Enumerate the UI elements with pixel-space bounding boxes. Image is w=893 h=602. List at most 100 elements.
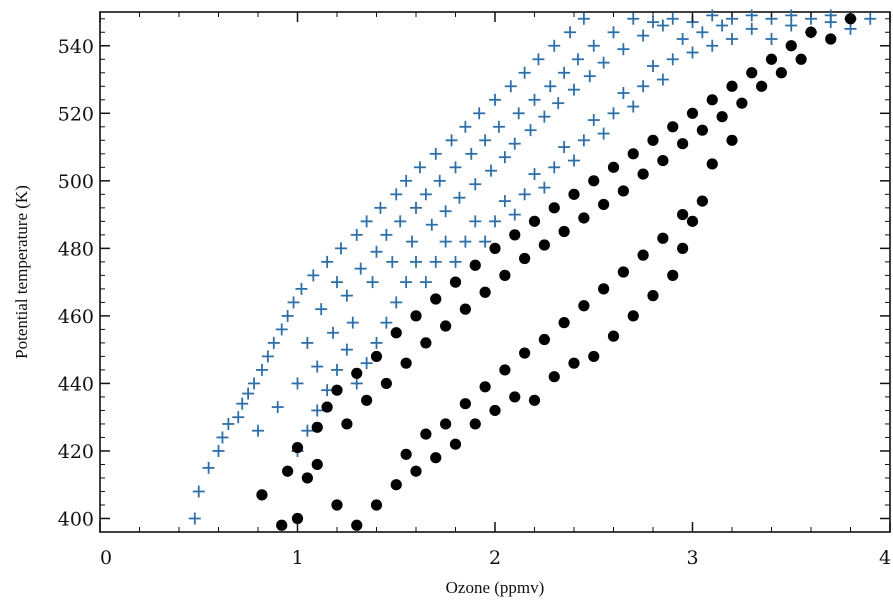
circle-marker: [459, 398, 471, 410]
plus-marker: [548, 161, 561, 174]
circle-marker: [736, 97, 748, 109]
circle-marker: [351, 367, 363, 379]
plus-marker: [429, 255, 442, 268]
circle-marker: [430, 452, 442, 464]
plus-marker: [518, 188, 531, 201]
y-tick-label: 420: [58, 441, 94, 463]
plus-marker: [676, 33, 689, 46]
circle-marker: [410, 465, 422, 477]
circle-marker: [420, 337, 432, 349]
plus-marker: [400, 276, 413, 289]
plus-marker: [334, 242, 347, 255]
circle-marker: [440, 320, 452, 332]
circle-marker: [489, 242, 501, 254]
circle-marker: [440, 418, 452, 430]
plus-marker: [400, 174, 413, 187]
plus-marker: [212, 444, 225, 457]
plus-marker: [350, 377, 363, 390]
circle-marker: [637, 249, 649, 261]
circle-marker: [657, 232, 669, 244]
plus-marker: [824, 16, 837, 29]
plus-marker: [479, 134, 492, 147]
plus-marker: [617, 43, 630, 56]
plus-marker: [267, 336, 280, 349]
circle-marker: [686, 107, 699, 119]
plus-marker: [459, 120, 472, 133]
circle-marker: [657, 154, 669, 167]
plus-marker: [360, 215, 373, 228]
circle-marker: [459, 303, 471, 315]
plus-marker: [785, 9, 798, 22]
circle-marker: [548, 371, 560, 383]
plus-marker: [508, 208, 521, 221]
y-tick-label: 540: [58, 36, 94, 58]
plus-marker: [465, 147, 478, 160]
plus-marker: [449, 255, 462, 268]
circle-marker: [677, 138, 689, 150]
plus-marker: [864, 12, 877, 25]
circle-marker: [617, 185, 629, 197]
circle-marker: [706, 94, 718, 106]
plus-marker: [498, 151, 511, 164]
plus-marker: [558, 66, 571, 79]
plus-marker: [785, 19, 798, 32]
plus-marker: [380, 228, 393, 241]
plus-marker: [281, 309, 294, 322]
circle-marker: [499, 364, 511, 376]
plus-marker: [627, 12, 640, 25]
circle-marker: [568, 188, 580, 200]
plus-marker: [656, 19, 669, 32]
circle-marker: [677, 208, 689, 221]
plus-marker: [311, 360, 324, 373]
circle-marker: [746, 67, 758, 79]
plus-marker: [532, 53, 545, 66]
plus-marker: [360, 357, 373, 370]
circle-marker: [479, 286, 491, 298]
circle-marker: [558, 317, 570, 329]
plus-marker: [429, 147, 442, 160]
plus-marker: [538, 110, 551, 123]
plus-marker: [390, 296, 403, 309]
plus-marker: [386, 255, 399, 268]
circle-marker: [568, 357, 580, 369]
plus-marker: [410, 255, 422, 268]
circle-marker: [380, 377, 392, 390]
plus-marker: [453, 191, 466, 204]
circle-marker: [825, 33, 837, 45]
circle-marker: [469, 418, 481, 430]
circle-marker: [276, 519, 288, 531]
plus-marker: [607, 107, 620, 120]
plus-marker: [271, 401, 284, 414]
plus-marker: [607, 26, 620, 39]
circle-marker: [469, 259, 481, 271]
plus-marker: [844, 22, 857, 35]
plus-marker: [597, 56, 610, 69]
circle-marker: [765, 53, 778, 65]
circle-marker: [677, 242, 689, 254]
plus-marker: [696, 26, 709, 39]
circle-marker: [805, 26, 817, 38]
plus-marker: [301, 424, 314, 437]
plus-marker: [433, 174, 446, 187]
plus-marker: [528, 168, 541, 181]
plus-marker: [469, 178, 482, 191]
plus-marker: [449, 161, 462, 174]
plus-marker: [524, 124, 537, 137]
circle-marker: [756, 80, 768, 92]
plus-marker: [479, 235, 492, 248]
plus-marker: [571, 53, 584, 66]
plus-marker: [583, 70, 596, 83]
y-tick-label: 460: [58, 306, 94, 328]
circle-marker: [578, 212, 590, 224]
circle-marker: [716, 111, 728, 123]
circle-marker: [370, 350, 383, 363]
axes: 0 1 2 3 4 400 420 440 460 480 500 520 540: [58, 12, 891, 569]
circle-marker: [588, 175, 600, 187]
plus-marker: [544, 80, 557, 93]
x-tick-label: 2: [489, 547, 501, 569]
plus-marker: [617, 87, 630, 100]
y-tick-label: 480: [58, 238, 94, 260]
plus-marker: [469, 215, 482, 228]
circle-marker: [390, 327, 402, 339]
